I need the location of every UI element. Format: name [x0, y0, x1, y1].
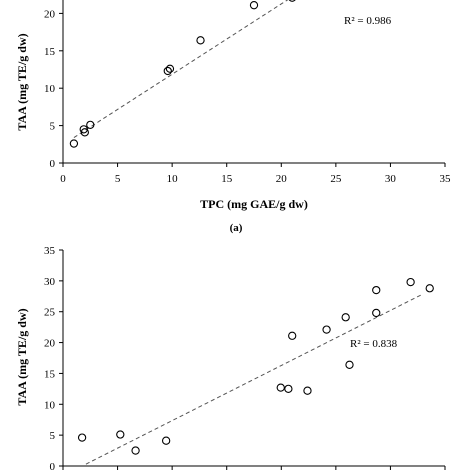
panel-a-trendline [73, 0, 289, 138]
panel-a-data-point [163, 66, 172, 76]
panel-b-data-point [322, 325, 331, 334]
panel-b-data-point [345, 360, 354, 369]
panel-a-x-tick-label: 10 [167, 173, 179, 185]
panel-a-data-point [80, 128, 89, 137]
panel-b-data-point [276, 383, 285, 392]
panel-a-r2-annotation: R² = 0.986 [344, 15, 392, 27]
panel-a-x-tick-label: 25 [330, 173, 342, 185]
chart-panel-b: TAA (mg TE/g dw) R² = 0.838 0 5 10 15 20 25 30… [15, 245, 446, 473]
panel-a-x-tick-label: 30 [385, 173, 397, 185]
panel-b-r2-annotation: R² = 0.838 [350, 338, 398, 350]
panel-a-data-point [196, 36, 205, 45]
panel-b-y-tick-label: 10 [44, 399, 56, 411]
panel-a-y-tick-label: 5 [50, 121, 56, 133]
panel-b-data-point [116, 430, 125, 439]
panel-b-data-point [425, 284, 434, 293]
panel-b-y-tick-label: 25 [44, 307, 56, 319]
panel-a-x-tick-label: 0 [60, 173, 66, 185]
panel-b-data-point [303, 386, 312, 395]
panel-a-x-tick-label: 15 [221, 173, 233, 185]
panel-a-y-tick-label: 20 [44, 8, 56, 20]
panel-b-y-tick-label: 0 [50, 461, 56, 473]
panel-a-data-point [69, 139, 79, 148]
panel-b-y-tick-label: 5 [50, 430, 56, 442]
panel-a-ylabel: TAA (mg TE/g dw) [15, 33, 29, 130]
panel-b-data-point [161, 436, 171, 445]
panel-b-data-point [284, 384, 293, 394]
panel-b-data-point [372, 285, 381, 295]
panel-a-data-point [249, 1, 259, 10]
panel-a-xlabel: TPC (mg GAE/g dw) [200, 197, 308, 211]
panel-b-data-point [77, 433, 87, 442]
panel-b-data-point [372, 308, 381, 318]
panel-b-y-tick-label: 35 [44, 245, 56, 257]
panel-a-y-tick-label: 10 [44, 83, 56, 95]
panel-b-y-tick-label: 20 [44, 338, 56, 350]
panel-b-y-tick-label: 15 [44, 368, 56, 380]
panel-b-data-point [131, 446, 140, 455]
panel-a-data-point [165, 64, 175, 73]
panel-a-label: (a) [230, 222, 243, 234]
panel-a-y-tick-label: 15 [44, 46, 56, 58]
panel-a-x-tick-label: 5 [115, 173, 121, 185]
panel-a-y-tick-label: 0 [50, 158, 56, 170]
chart-panel-a: TPC (mg GAE/g dw) TAA (mg TE/g dw) R² = … [15, 0, 451, 234]
panel-b-data-point [406, 277, 415, 287]
panel-b-y-tick-label: 30 [44, 276, 56, 288]
panel-a-x-tick-label: 35 [440, 173, 452, 185]
panel-b-ylabel: TAA (mg TE/g dw) [15, 308, 29, 405]
panel-b-trendline [85, 293, 423, 465]
panel-a-data-point [86, 120, 95, 130]
panel-b-data-point [288, 331, 297, 340]
panel-a-data-point [288, 0, 296, 2]
panel-b-data-point [341, 313, 350, 322]
panel-a-x-tick-label: 20 [276, 173, 288, 185]
